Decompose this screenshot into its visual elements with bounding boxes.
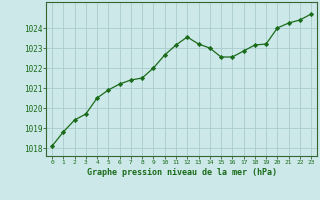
X-axis label: Graphe pression niveau de la mer (hPa): Graphe pression niveau de la mer (hPa): [87, 168, 276, 177]
